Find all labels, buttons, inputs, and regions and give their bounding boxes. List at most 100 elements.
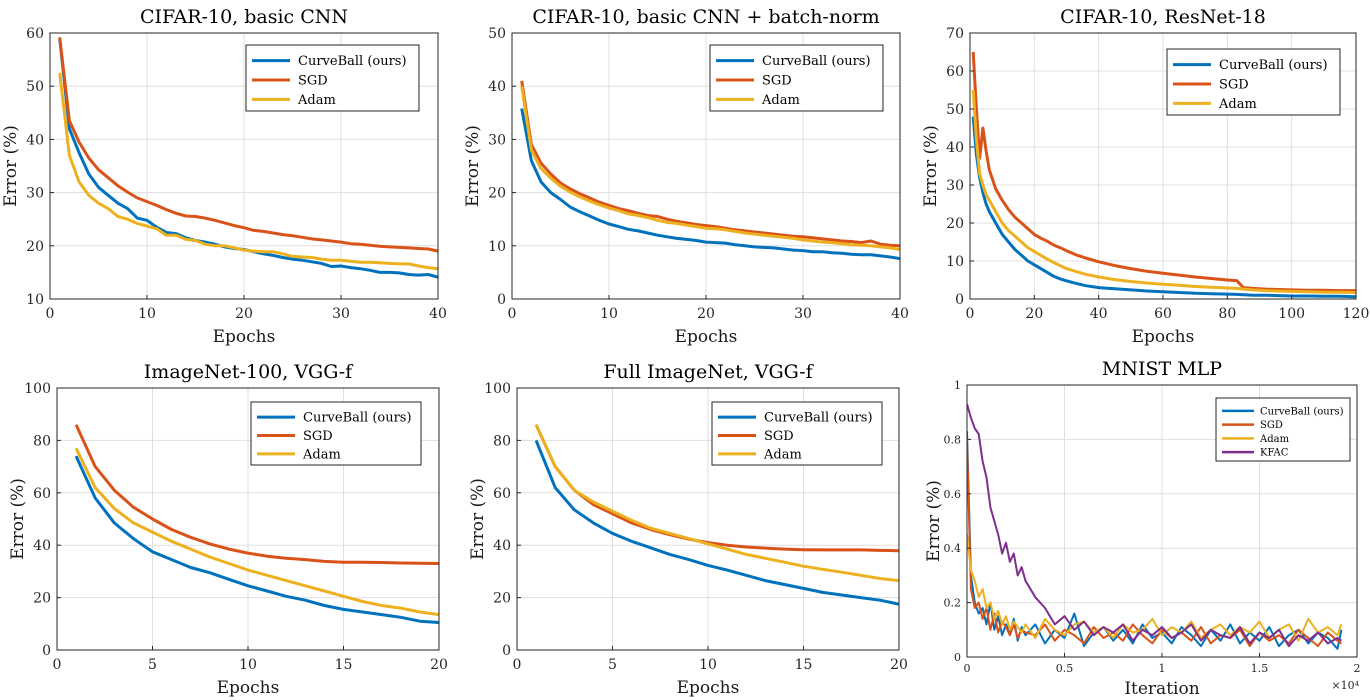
x-tick-label: 80	[1218, 306, 1236, 322]
x-tick-label: 30	[332, 306, 350, 322]
series-line-adam	[534, 424, 899, 583]
x-tick-label: 0	[508, 306, 517, 322]
x-tick-label: 1	[1159, 662, 1166, 675]
y-tick-label: 30	[946, 178, 964, 194]
series-line-curveball	[520, 108, 900, 261]
chart-title: Full ImageNet, VGG-f	[603, 361, 814, 383]
legend-label: SGD	[1219, 78, 1249, 93]
legend-label: Adam	[297, 93, 336, 108]
x-tick-label: 10	[239, 657, 257, 673]
x-tick-label: 10	[600, 306, 618, 322]
y-tick-label: 20	[946, 216, 964, 232]
y-tick-label: 70	[946, 26, 964, 42]
legend-label: SGD	[298, 74, 328, 89]
x-tick-label: 0	[966, 306, 975, 322]
x-axis-label: Epochs	[677, 678, 740, 698]
chart-panel-3: 0 20 40 60 80 100 120 0 10 20 30 40 50 60 70 CIFAR-10, …	[921, 6, 1369, 347]
y-tick-label: 20	[33, 591, 51, 607]
x-tick-label: 2	[1354, 662, 1361, 675]
x-tick-label: 15	[795, 657, 813, 673]
series-line-adam	[74, 447, 439, 617]
legend-label: Adam	[761, 93, 800, 108]
legend-label: CurveBall (ours)	[1219, 58, 1328, 73]
y-tick-label: 60	[26, 26, 44, 42]
series-line-adam	[967, 534, 1343, 642]
series-line-sgd	[520, 80, 900, 248]
x-tick-label: 100	[1278, 306, 1305, 322]
chart-panel-4: 0 5 10 15 20 0 20 40 60 80 100 ImageNet-100, VGG-f E…	[8, 361, 448, 698]
legend-label: Adam	[1259, 434, 1290, 445]
series-line-kfac	[967, 403, 1342, 648]
y-tick-label: 30	[488, 132, 506, 148]
legend: CurveBall (ours) SGD Adam	[709, 44, 884, 112]
x-tick-label: 20	[1025, 306, 1043, 322]
series-line-adam	[971, 89, 1356, 294]
y-tick-label: 40	[488, 79, 506, 95]
x-tick-label: 10	[138, 306, 156, 322]
x-tick-label: 30	[794, 306, 812, 322]
x-tick-label: 0	[964, 662, 971, 675]
legend-label: SGD	[303, 429, 333, 444]
y-tick-label: 40	[493, 538, 511, 554]
chart-panel-6: 0 0.5 1 1.5 2 0 0.2 0.4 0.6 0.8 1 ×10⁴ MNIST MLP Iter…	[924, 358, 1361, 699]
y-tick-label: 60	[493, 486, 511, 502]
chart-title: CIFAR-10, basic CNN + batch-norm	[532, 6, 879, 28]
chart-panel-2: 0 10 20 30 40 0 10 20 30 40 50 CIFAR-10, basic CNN …	[463, 6, 909, 347]
chart-title: CIFAR-10, basic CNN	[140, 6, 348, 28]
y-axis-label: Error (%)	[1, 125, 21, 207]
y-tick-label: 100	[484, 381, 511, 397]
legend: CurveBall (ours) SGD Adam	[245, 44, 420, 112]
chart-title: CIFAR-10, ResNet-18	[1060, 6, 1266, 28]
y-tick-label: 20	[488, 186, 506, 202]
x-axis-label: Iteration	[1124, 679, 1199, 699]
x-tick-label: 40	[891, 306, 909, 322]
y-tick-label: 100	[24, 381, 51, 397]
y-tick-label: 20	[26, 239, 44, 255]
y-tick-label: 0.6	[944, 488, 962, 501]
x-tick-label: 20	[235, 306, 253, 322]
legend-box	[1215, 397, 1351, 462]
x-tick-label: 0.5	[1056, 662, 1074, 675]
series-line-adam	[58, 72, 438, 271]
y-axis-label: Error (%)	[468, 478, 488, 560]
legend-label: SGD	[762, 74, 792, 89]
x-tick-label: 20	[697, 306, 715, 322]
x-tick-label: 5	[608, 657, 617, 673]
chart-title: MNIST MLP	[1102, 358, 1222, 380]
legend-label: SGD	[1260, 420, 1283, 431]
y-tick-label: 40	[946, 140, 964, 156]
legend: CurveBall (ours) SGD Adam KFAC	[1215, 397, 1351, 462]
x-tick-label: 0	[46, 306, 55, 322]
legend-label: CurveBall (ours)	[298, 54, 407, 69]
y-tick-label: 30	[26, 186, 44, 202]
x-tick-label: 40	[429, 306, 447, 322]
legend: CurveBall (ours) SGD Adam	[250, 401, 422, 466]
legend-label: CurveBall (ours)	[764, 411, 873, 426]
y-tick-label: 80	[493, 433, 511, 449]
x-tick-label: 5	[148, 657, 157, 673]
legend: CurveBall (ours) SGD Adam	[1166, 48, 1341, 116]
y-axis-label: Error (%)	[921, 125, 941, 207]
x-tick-label: 40	[1090, 306, 1108, 322]
y-tick-label: 0.2	[944, 597, 962, 610]
legend: CurveBall (ours) SGD Adam	[711, 401, 883, 466]
y-tick-label: 60	[33, 486, 51, 502]
y-tick-label: 50	[488, 26, 506, 42]
y-tick-label: 50	[26, 79, 44, 95]
x-axis-label: Epochs	[217, 678, 280, 698]
x-axis-label: Epochs	[675, 327, 738, 347]
chart-panel-5: 0 5 10 15 20 0 20 40 60 80 100 Full ImageNet, VGG-f…	[468, 361, 908, 698]
y-tick-label: 20	[493, 591, 511, 607]
series-line-sgd	[74, 424, 439, 565]
series-line-sgd	[58, 37, 438, 253]
y-axis-label: Error (%)	[924, 480, 944, 562]
legend-label: Adam	[763, 447, 802, 462]
legend-label: CurveBall (ours)	[303, 411, 412, 426]
y-tick-label: 80	[33, 433, 51, 449]
y-tick-label: 0.4	[944, 542, 962, 555]
y-tick-label: 0	[955, 292, 964, 308]
y-tick-label: 50	[946, 102, 964, 118]
series-line-adam	[520, 85, 900, 251]
x-tick-label: 20	[890, 657, 908, 673]
y-axis-label: Error (%)	[8, 478, 28, 560]
